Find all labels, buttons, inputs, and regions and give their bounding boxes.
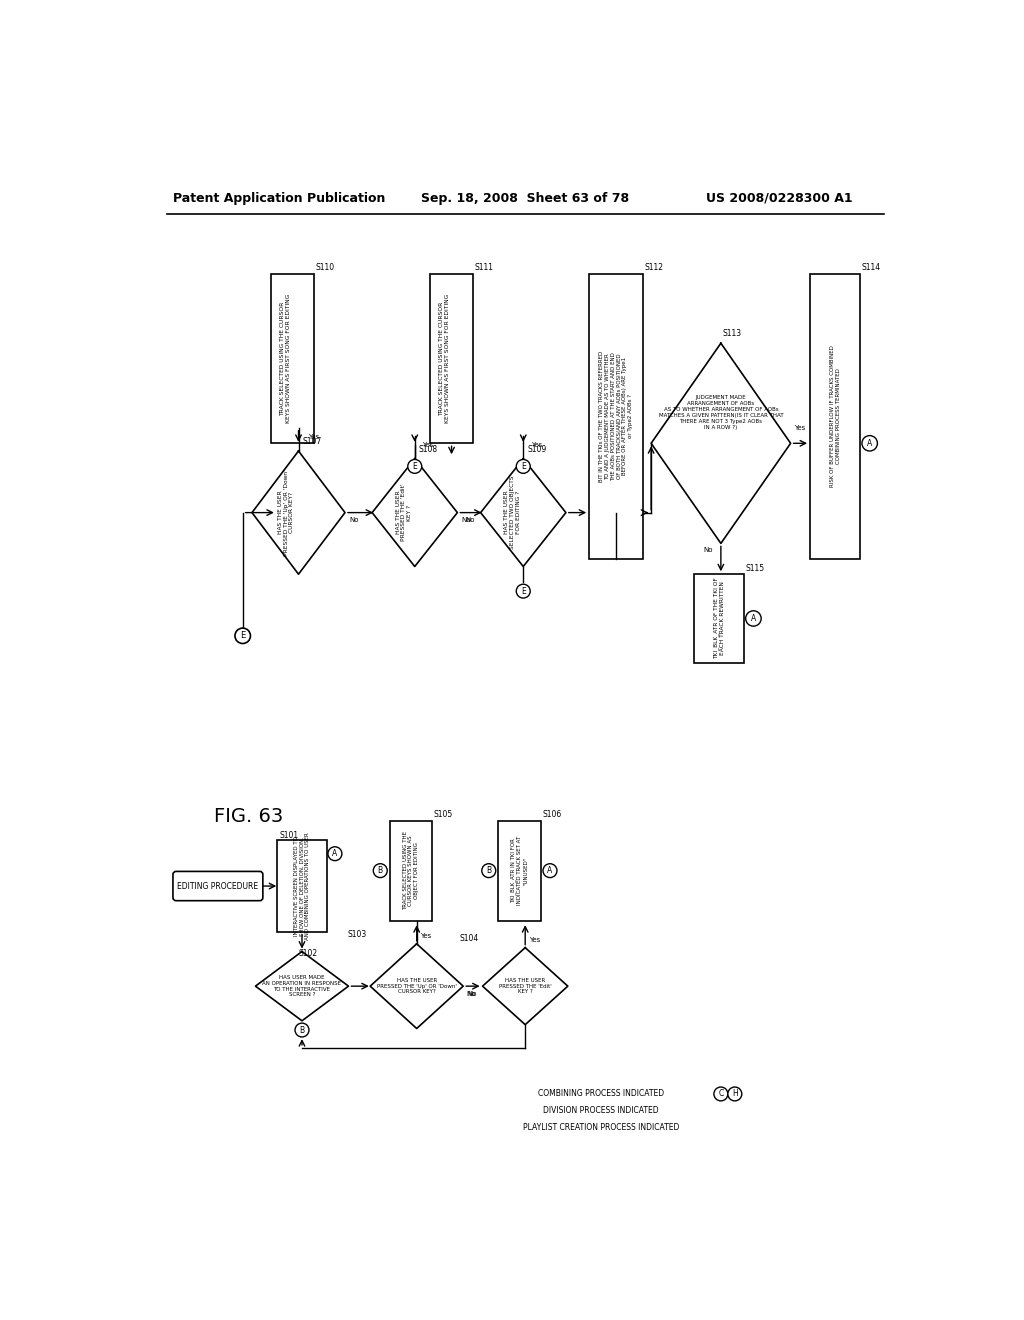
Circle shape	[295, 1023, 309, 1038]
Text: DIVISION PROCESS INDICATED: DIVISION PROCESS INDICATED	[543, 1106, 658, 1115]
Text: S113: S113	[722, 330, 741, 338]
Bar	[810, 275, 860, 558]
Text: S104: S104	[460, 935, 478, 942]
Text: S111: S111	[474, 263, 494, 272]
FancyBboxPatch shape	[173, 871, 263, 900]
Circle shape	[516, 585, 530, 598]
Text: S112: S112	[645, 263, 664, 272]
Text: BIT IN THE TKIs OF THE TWO TRACKS REFERRED
TO AND A JUDGEMENT MADE AS TO WHETHER: BIT IN THE TKIs OF THE TWO TRACKS REFERR…	[599, 351, 633, 482]
Text: HAS THE USER
PRESSED THE 'Edit'
KEY ?: HAS THE USER PRESSED THE 'Edit' KEY ?	[499, 978, 552, 994]
Circle shape	[728, 1086, 741, 1101]
Text: TKI_BLK_ATR IN TKI FOR
INDICATED TRACK SET AT
"UNUSED": TKI_BLK_ATR IN TKI FOR INDICATED TRACK S…	[511, 836, 528, 906]
Text: Yes: Yes	[795, 425, 806, 430]
Text: HAS USER MADE
AN OPERATION IN RESPONSE
TO THE INTERACTIVE
SCREEN ?: HAS USER MADE AN OPERATION IN RESPONSE T…	[262, 975, 341, 998]
Text: PLAYLIST CREATION PROCESS INDICATED: PLAYLIST CREATION PROCESS INDICATED	[522, 1123, 679, 1133]
Circle shape	[543, 863, 557, 878]
Text: HAS THE USER
PRESSED THE 'Up' OR 'Down'
CURSOR KEY?: HAS THE USER PRESSED THE 'Up' OR 'Down' …	[377, 978, 457, 994]
Polygon shape	[371, 944, 463, 1028]
Text: JUDGEMENT MADE
ARRANGEMENT OF AOBs
AS TO WHETHER ARRANGEMENT OF AOBs
MATCHES A G: JUDGEMENT MADE ARRANGEMENT OF AOBs AS TO…	[658, 396, 783, 429]
Text: S106: S106	[543, 810, 561, 818]
Text: A: A	[548, 866, 553, 875]
Circle shape	[481, 863, 496, 878]
Bar	[430, 275, 473, 444]
Text: E: E	[521, 586, 525, 595]
Text: EDITING PROCEDURE: EDITING PROCEDURE	[177, 882, 258, 891]
Circle shape	[328, 847, 342, 861]
Text: S110: S110	[315, 263, 335, 272]
Text: No: No	[349, 517, 358, 523]
Text: RISK OF BUFFER UNDERFLOW IF TRACKS COMBINED
COMBINING PROCESS TERMINATED: RISK OF BUFFER UNDERFLOW IF TRACKS COMBI…	[829, 346, 841, 487]
Text: TRACK SELECTED USING THE CURSOR
KEYS SHOWN AS FIRST SONG FOR EDITING: TRACK SELECTED USING THE CURSOR KEYS SHO…	[280, 294, 291, 424]
Circle shape	[234, 628, 251, 644]
Text: US 2008/0228300 A1: US 2008/0228300 A1	[706, 191, 852, 205]
Text: S109: S109	[527, 445, 547, 454]
Text: HAS THE USER
SELECTED TWO OBJECTS
FOR EDITING ?: HAS THE USER SELECTED TWO OBJECTS FOR ED…	[504, 475, 520, 549]
Text: No: No	[467, 991, 476, 997]
Text: E: E	[240, 631, 246, 640]
Polygon shape	[252, 451, 345, 574]
Text: Sep. 18, 2008  Sheet 63 of 78: Sep. 18, 2008 Sheet 63 of 78	[421, 191, 629, 205]
Text: Yes: Yes	[529, 937, 541, 942]
Text: INTERACTIVE SCREEN DISPLAYED TO
SHOW ONE OF DELETION, DIVISION,
AND COMBINING OP: INTERACTIVE SCREEN DISPLAYED TO SHOW ONE…	[294, 832, 310, 940]
Text: TKI_BLK_ATR OF THE TKI OF
EACH TRACK REWRITTEN: TKI_BLK_ATR OF THE TKI OF EACH TRACK REW…	[713, 578, 725, 660]
Bar	[389, 821, 432, 921]
Text: S102: S102	[298, 949, 317, 957]
Text: H: H	[732, 1089, 737, 1098]
Text: HAS THE USER
PRESSED THE 'Edit'
KEY ?: HAS THE USER PRESSED THE 'Edit' KEY ?	[395, 484, 413, 541]
Text: E: E	[413, 462, 417, 471]
Bar	[276, 840, 328, 932]
Text: S114: S114	[862, 263, 881, 272]
Text: E: E	[521, 462, 525, 471]
Text: FIG. 63: FIG. 63	[213, 808, 283, 826]
Text: C: C	[718, 1089, 724, 1098]
Text: Yes: Yes	[423, 442, 434, 447]
Text: S103: S103	[347, 931, 367, 939]
Text: Yes: Yes	[531, 442, 543, 447]
Text: Yes: Yes	[308, 434, 319, 440]
Circle shape	[745, 611, 761, 626]
Circle shape	[862, 436, 878, 451]
Bar	[271, 275, 314, 444]
Text: S101: S101	[280, 832, 298, 841]
Polygon shape	[651, 343, 791, 544]
Text: A: A	[867, 438, 872, 447]
Text: No: No	[465, 517, 474, 523]
Text: A: A	[751, 614, 756, 623]
Text: No: No	[461, 517, 471, 523]
Bar	[498, 821, 541, 921]
Polygon shape	[482, 948, 568, 1024]
Text: S108: S108	[419, 445, 437, 454]
Circle shape	[516, 459, 530, 474]
Text: TRACK SELECTED USING THE
CURSOR KEYS SHOWN AS
OBJECT FOR EDITING: TRACK SELECTED USING THE CURSOR KEYS SHO…	[402, 832, 419, 911]
Circle shape	[714, 1086, 728, 1101]
Polygon shape	[255, 952, 348, 1020]
Text: HAS THE USER
PRESSED THE 'Up' OR 'Down'
CURSOR KEY?: HAS THE USER PRESSED THE 'Up' OR 'Down' …	[278, 469, 295, 556]
Polygon shape	[480, 459, 566, 566]
Circle shape	[408, 459, 422, 474]
Text: S105: S105	[434, 810, 453, 818]
Text: S107: S107	[302, 437, 322, 446]
Text: No: No	[467, 991, 476, 997]
Bar	[693, 574, 744, 663]
Bar	[589, 275, 643, 558]
Text: S115: S115	[745, 564, 765, 573]
Polygon shape	[372, 459, 458, 566]
Text: B: B	[486, 866, 492, 875]
Text: COMBINING PROCESS INDICATED: COMBINING PROCESS INDICATED	[538, 1089, 664, 1098]
Text: B: B	[378, 866, 383, 875]
Text: TRACK SELECTED USING THE CURSOR
KEYS SHOWN AS FIRST SONG FOR EDITING: TRACK SELECTED USING THE CURSOR KEYS SHO…	[439, 294, 450, 424]
Text: No: No	[703, 546, 713, 553]
Text: Patent Application Publication: Patent Application Publication	[173, 191, 385, 205]
Text: B: B	[299, 1026, 304, 1035]
Text: A: A	[333, 849, 338, 858]
Text: Yes: Yes	[421, 933, 432, 939]
Circle shape	[374, 863, 387, 878]
